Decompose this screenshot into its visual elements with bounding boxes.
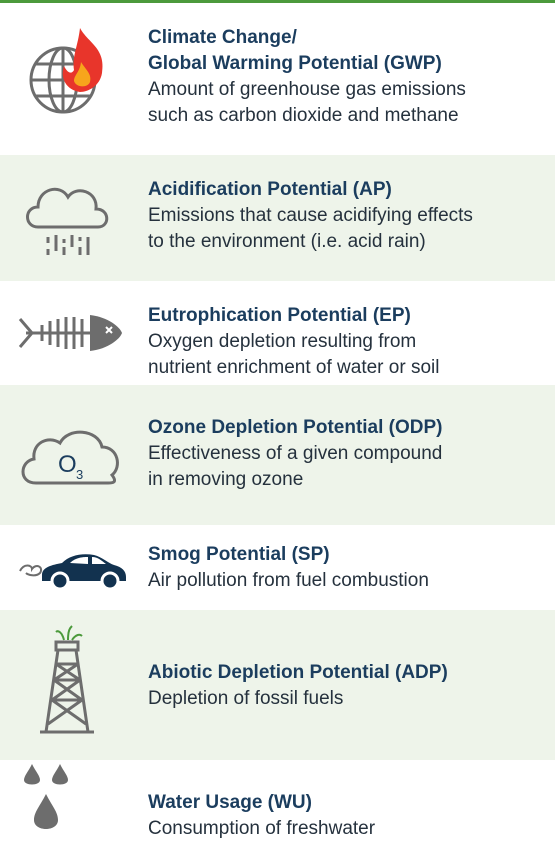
text-block: Water Usage (WU) Consumption of freshwate… [148, 790, 375, 842]
icon-label-sub: 3 [76, 467, 83, 482]
item-title: Abiotic Depletion Potential (ADP) [148, 662, 448, 683]
item-description: Depletion of fossil fuels [148, 688, 344, 709]
top-rule [0, 0, 555, 3]
globe-fire-icon [29, 28, 103, 114]
ozone-cloud-icon: O 3 [21, 430, 119, 485]
item-description: Effectiveness of a given compound [148, 443, 443, 464]
item-title: Global Warming Potential (GWP) [148, 53, 442, 74]
item-description: Oxygen depletion resulting from [148, 331, 417, 352]
row: Acidification Potential (AP) Emissions th… [0, 155, 555, 281]
item-description: in removing ozone [148, 469, 304, 490]
rain-cloud-icon [26, 187, 109, 255]
item-title: Climate Change/ [148, 27, 297, 48]
row: Abiotic Depletion Potential (ADP) Depleti… [0, 610, 555, 760]
row: O 3 Ozone Depletion Potential (ODP) Effec… [0, 385, 555, 525]
row: Eutrophication Potential (EP) Oxygen depl… [0, 281, 555, 385]
row: Climate Change/Global Warming Potential … [0, 3, 555, 150]
item-description: Air pollution from fuel combustion [148, 570, 429, 591]
text-block: Abiotic Depletion Potential (ADP) Depleti… [148, 660, 448, 712]
text-block: Eutrophication Potential (EP) Oxygen depl… [148, 303, 439, 381]
icon-label: O [58, 451, 77, 478]
item-title: Eutrophication Potential (EP) [148, 305, 411, 326]
item-title: Ozone Depletion Potential (ODP) [148, 417, 443, 438]
text-block: Acidification Potential (AP) Emissions th… [148, 177, 473, 255]
item-description: such as carbon dioxide and methane [148, 105, 459, 126]
item-description: nutrient enrichment of water or soil [148, 357, 440, 378]
fish-skeleton-icon [18, 315, 122, 351]
text-block: Ozone Depletion Potential (ODP) Effective… [148, 415, 443, 493]
car-icon [19, 554, 126, 591]
item-description: to the environment (i.e. acid rain) [148, 231, 426, 252]
item-description: Amount of greenhouse gas emissions [148, 79, 466, 100]
water-drops-icon [24, 764, 68, 829]
text-block: Climate Change/Global Warming Potential … [148, 25, 466, 129]
row: Smog Potential (SP) Air pollution from fu… [0, 525, 555, 610]
item-title: Acidification Potential (AP) [148, 179, 392, 200]
row: Water Usage (WU) Consumption of freshwate… [0, 760, 555, 845]
item-description: Consumption of freshwater [148, 818, 376, 839]
item-title: Smog Potential (SP) [148, 544, 330, 565]
item-title: Water Usage (WU) [148, 792, 312, 813]
item-description: Emissions that cause acidifying effects [148, 205, 473, 226]
oil-rig-icon [40, 625, 94, 734]
text-block: Smog Potential (SP) Air pollution from fu… [148, 542, 429, 594]
